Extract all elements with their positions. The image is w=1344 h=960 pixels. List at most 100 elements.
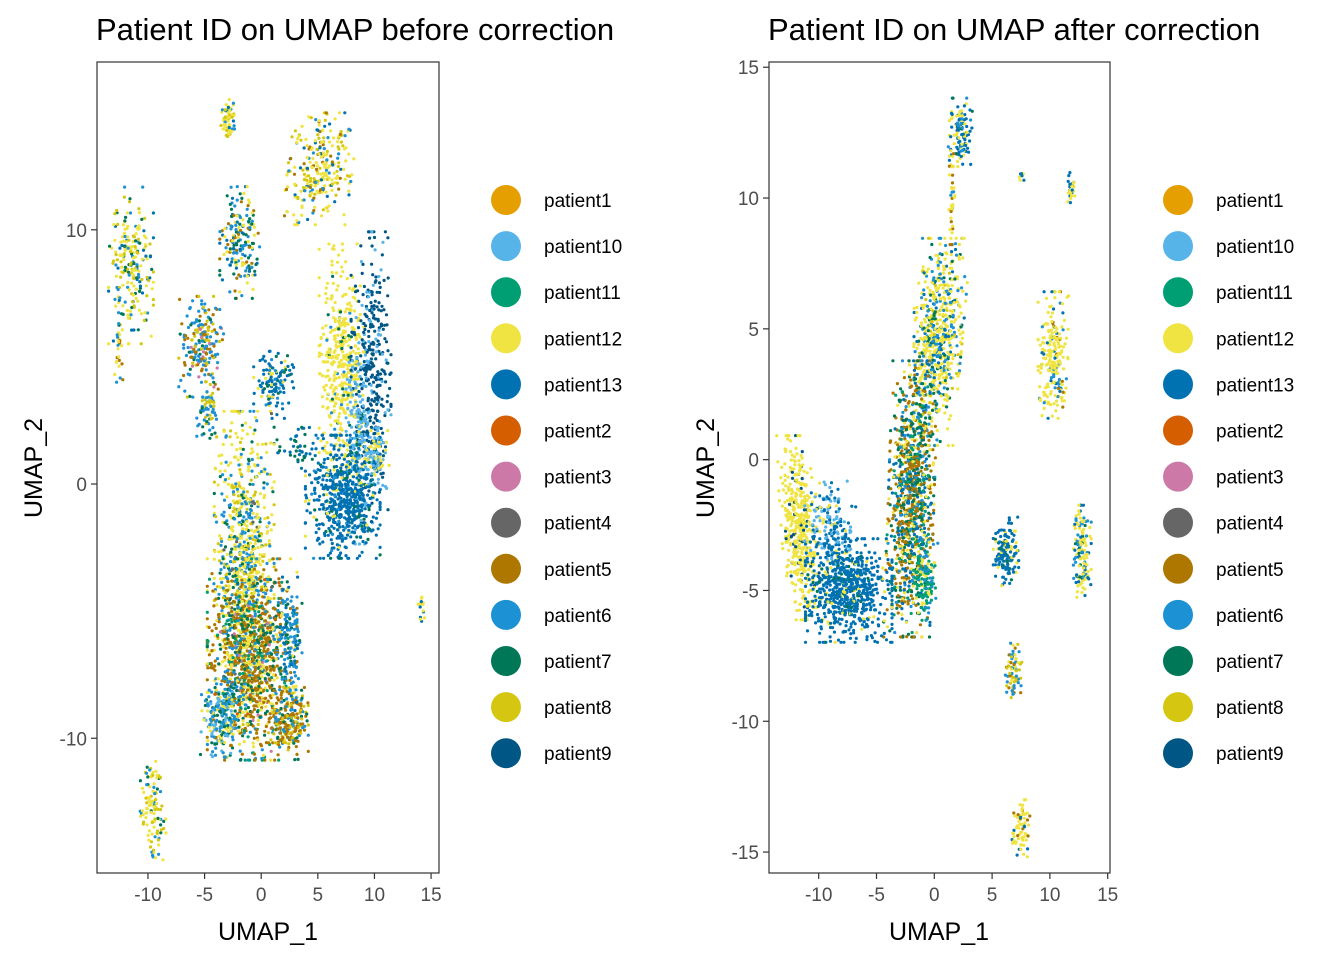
data-point (295, 219, 299, 223)
data-point (329, 386, 333, 390)
data-point (123, 248, 127, 252)
data-point (214, 520, 219, 524)
data-point (241, 520, 245, 524)
data-point (315, 523, 319, 527)
data-point (386, 349, 390, 353)
data-point (219, 461, 223, 465)
data-point (200, 302, 204, 306)
data-point (122, 195, 126, 199)
data-point (321, 507, 325, 511)
data-point (302, 198, 306, 202)
data-point (333, 520, 337, 525)
data-point (307, 498, 311, 502)
data-point (375, 290, 379, 294)
data-point (356, 420, 361, 424)
data-point (202, 432, 206, 436)
data-point (245, 281, 249, 285)
data-point (360, 487, 364, 492)
data-point (331, 281, 335, 285)
data-point (272, 596, 276, 601)
data-point (344, 416, 348, 420)
data-point (371, 324, 375, 329)
data-point (269, 749, 273, 753)
data-point (265, 368, 269, 372)
data-point (234, 228, 238, 232)
data-point (354, 351, 358, 356)
data-point (241, 428, 245, 432)
data-point (256, 546, 260, 550)
data-point (326, 360, 330, 364)
data-point (287, 169, 291, 173)
data-point (252, 225, 256, 229)
data-point (212, 576, 216, 580)
data-point (242, 224, 246, 228)
data-point (318, 507, 322, 511)
data-point (343, 330, 347, 334)
data-point (212, 380, 216, 384)
data-point (238, 192, 242, 196)
data-point (234, 266, 238, 270)
data-point (261, 357, 265, 361)
data-point (350, 408, 354, 412)
data-point (302, 172, 306, 176)
data-point (229, 429, 233, 433)
data-point (336, 333, 340, 337)
data-point (243, 682, 247, 686)
data-point (234, 223, 238, 227)
data-point (134, 255, 138, 259)
data-point (197, 319, 201, 323)
data-point (317, 451, 321, 455)
data-point (273, 369, 277, 373)
data-point (199, 347, 204, 351)
data-point (285, 374, 289, 378)
data-point (317, 276, 321, 280)
data-point (349, 354, 353, 358)
data-point (368, 445, 372, 449)
data-point (225, 619, 229, 623)
data-point (248, 409, 252, 413)
data-point (247, 457, 251, 461)
data-point (231, 119, 235, 123)
data-point (314, 180, 318, 184)
data-point (247, 468, 251, 473)
data-point (250, 578, 255, 582)
data-point (232, 247, 236, 251)
data-point (228, 723, 233, 727)
data-point (224, 246, 228, 250)
data-point (336, 473, 340, 477)
data-point (120, 243, 124, 248)
data-point (114, 274, 118, 278)
data-point (262, 649, 266, 653)
data-point (230, 720, 234, 724)
data-point (332, 136, 336, 140)
data-point (223, 469, 227, 473)
data-point (116, 339, 121, 344)
data-point (351, 365, 355, 369)
data-point (325, 492, 329, 497)
data-point (121, 239, 125, 243)
data-point (311, 156, 315, 161)
data-point (188, 373, 192, 377)
data-point (345, 533, 350, 537)
data-point (375, 402, 379, 406)
data-point (223, 115, 228, 119)
data-point (235, 220, 239, 224)
data-point (317, 136, 321, 140)
data-point (277, 577, 281, 581)
data-point (350, 425, 354, 429)
data-point (324, 375, 328, 379)
data-point (240, 423, 244, 427)
data-point (348, 378, 352, 382)
data-point (272, 561, 276, 566)
data-point (205, 748, 209, 752)
data-point (275, 676, 279, 680)
data-point (230, 196, 235, 200)
cluster (113, 328, 125, 384)
data-point (321, 171, 325, 175)
data-point (383, 323, 387, 327)
data-point (230, 257, 234, 261)
data-point (218, 534, 222, 538)
data-point (354, 335, 358, 339)
data-point (206, 639, 210, 643)
data-point (250, 710, 254, 714)
